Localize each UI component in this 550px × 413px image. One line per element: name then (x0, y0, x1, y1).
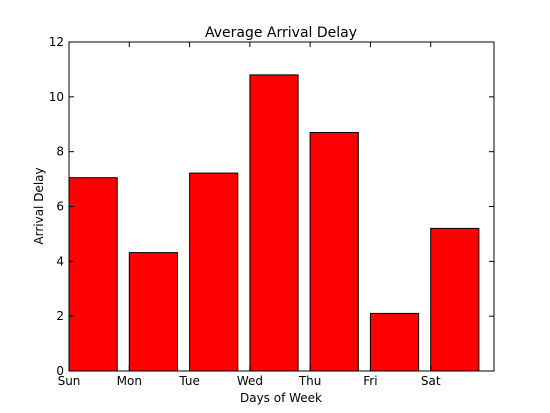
x-tick-label: Wed (237, 374, 263, 388)
bar-fri (369, 312, 420, 372)
chart-title: Average Arrival Delay (205, 25, 357, 41)
y-tick-label: 4 (56, 254, 64, 268)
y-tick-label: 12 (49, 35, 64, 49)
x-tick-label: Tue (178, 374, 200, 388)
bar-thu (309, 132, 359, 372)
x-tick-label: Sat (421, 374, 441, 388)
x-axis-label: Days of Week (240, 391, 322, 405)
y-tick-label: 0 (56, 364, 64, 378)
y-tick-label: 6 (56, 200, 64, 214)
y-axis-label: Arrival Delay (32, 167, 46, 244)
bar-mon (128, 252, 179, 372)
x-tick-label: Sun (58, 374, 81, 388)
ticks-group: Sun Mon Tue Wed Thu Fri Sat 0 2 4 6 8 10 12 (49, 35, 494, 388)
bars-group (68, 74, 480, 372)
bar-sat (430, 227, 480, 372)
bar-sun (68, 177, 118, 372)
y-tick-label: 10 (49, 90, 64, 104)
x-tick-label: Fri (363, 374, 377, 388)
y-tick-label: 8 (56, 145, 64, 159)
bar-wed (249, 74, 299, 372)
bar-tue (189, 172, 239, 372)
y-tick-label: 2 (56, 309, 64, 323)
x-tick-label: Thu (298, 374, 322, 388)
x-tick-label: Mon (117, 374, 142, 388)
